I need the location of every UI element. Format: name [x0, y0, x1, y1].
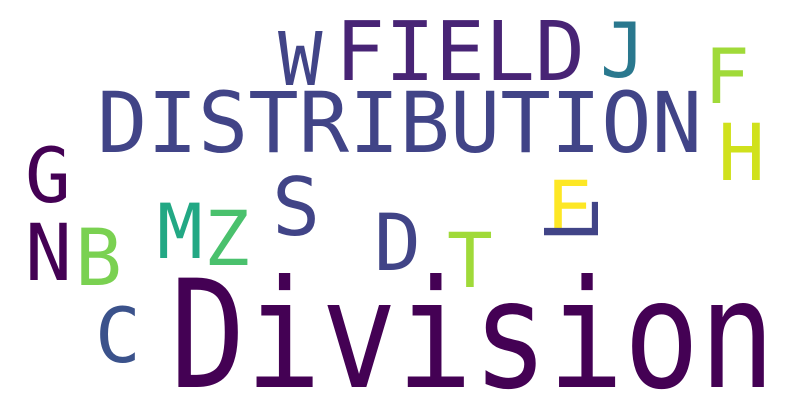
word-b: B — [75, 214, 122, 304]
word-h: H — [718, 109, 765, 199]
word-division: Division — [170, 249, 775, 405]
word-field: FIELD — [335, 5, 585, 100]
word-z: Z — [204, 194, 250, 283]
word-f: F — [704, 32, 750, 121]
word-m: M — [157, 187, 203, 276]
word-j: J — [600, 6, 646, 95]
word-e: E — [547, 164, 593, 253]
word-t: T — [447, 216, 493, 305]
word-c: C — [95, 291, 141, 380]
word-g: G — [25, 131, 71, 220]
word-w: W — [278, 17, 323, 103]
word-d: D — [374, 199, 421, 289]
word-l: L — [530, 198, 616, 243]
word-n: N — [25, 209, 72, 299]
word-distribution: DISTRIBUTION — [97, 74, 702, 172]
word-s: S — [272, 161, 320, 254]
